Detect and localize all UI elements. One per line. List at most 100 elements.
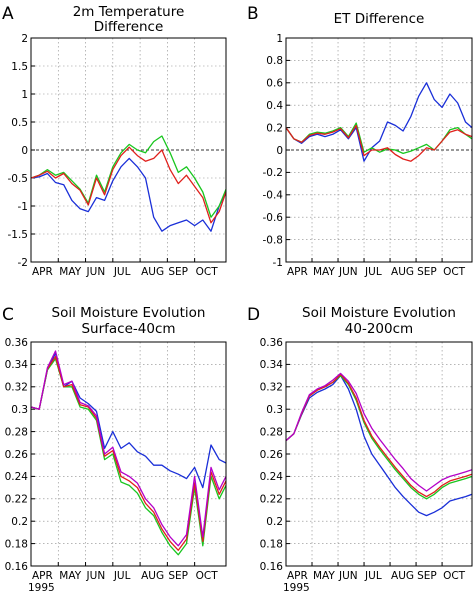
series-line-red	[286, 373, 472, 498]
y-tick-label: 0.28	[260, 426, 283, 438]
panel-b: B ET Difference -1 -0.8 -0.6 -0.4 -0.2 0 0.2 0.4 0…	[247, 4, 473, 278]
x-tick-label: SEP	[168, 266, 188, 278]
y-tick-label: 0.34	[5, 359, 29, 371]
y-tick-label: 0.28	[5, 426, 28, 438]
y-tick-label: 1	[21, 89, 28, 101]
x-tick-label: AUG	[141, 570, 164, 582]
x-tick-label: MAY	[59, 570, 81, 582]
panel-letter: B	[247, 4, 259, 24]
y-tick-label: 0.36	[260, 337, 284, 349]
x-tick-label: MAY	[59, 266, 81, 278]
x-tick-label: APR	[287, 570, 308, 582]
x-tick-label: MAY	[313, 266, 335, 278]
y-tick-label: 0.16	[5, 561, 29, 573]
series-line-magenta	[31, 350, 226, 547]
y-tick-label: 2	[21, 33, 28, 45]
chart-subtitle: Difference	[94, 19, 164, 35]
y-tick-label: 1	[276, 33, 283, 45]
x-tick-label: JUN	[338, 570, 358, 582]
x-tick-label: OCT	[443, 266, 466, 278]
x-tick-label: APR	[32, 266, 53, 278]
plot-frame	[285, 37, 473, 263]
y-tick-label: 0.32	[260, 382, 283, 394]
x-tick-label: AUG	[391, 266, 414, 278]
x-tick-label: AUG	[141, 266, 164, 278]
series-line-blue	[286, 374, 472, 517]
y-tick-label: -0.8	[263, 234, 284, 246]
x-tick-label: JUL	[364, 266, 382, 278]
series-line-red	[31, 146, 226, 224]
y-tick-label: 0.18	[5, 538, 28, 550]
y-tick-label: 0.2	[266, 122, 283, 134]
series-group	[31, 350, 226, 556]
series-line-green	[31, 358, 226, 556]
x-tick-label: JUN	[338, 266, 358, 278]
y-tick-label: 0.4	[266, 100, 283, 112]
x-tick-label: SEP	[168, 570, 188, 582]
y-tick-label: 0.3	[11, 404, 28, 416]
panel-letter: D	[247, 305, 260, 325]
y-tick-label: -0.4	[263, 190, 284, 202]
y-tick-label: 0.6	[266, 78, 283, 90]
year-label: 1995	[28, 582, 55, 594]
y-tick-label: 0.18	[260, 538, 283, 550]
x-tick-label: JUL	[364, 570, 382, 582]
x-tick-label: APR	[32, 570, 53, 582]
x-tick-label: JUN	[86, 266, 106, 278]
y-tick-label: -1	[273, 257, 283, 269]
y-tick-label: 0.24	[5, 471, 29, 483]
y-tick-label: 0.3	[266, 404, 283, 416]
y-tick-label: 0.24	[260, 471, 284, 483]
plot-frame	[30, 341, 227, 567]
chart-subtitle: Surface-40cm	[81, 321, 175, 337]
y-tick-label: 0.36	[5, 337, 29, 349]
y-tick-label: 0.16	[260, 561, 284, 573]
plot-frame	[30, 37, 227, 263]
year-label: 1995	[283, 582, 310, 594]
y-tick-label: 0.2	[11, 516, 28, 528]
series-line-green	[31, 135, 226, 218]
y-tick-label: 0.26	[5, 449, 29, 461]
chart-title: 2m Temperature	[73, 4, 185, 20]
x-tick-label: APR	[287, 266, 308, 278]
y-tick-label: 0.2	[266, 516, 283, 528]
y-tick-label: 0.26	[260, 449, 284, 461]
chart-title: Soil Moisture Evolution	[302, 305, 456, 321]
y-tick-label: 0.8	[266, 55, 283, 67]
series-group	[286, 372, 472, 517]
y-tick-label: 0	[276, 145, 283, 157]
series-line-red	[31, 355, 226, 551]
chart-title: ET Difference	[334, 11, 425, 27]
series-line-blue	[31, 157, 226, 232]
y-tick-label: -1.5	[8, 229, 29, 241]
x-tick-label: JUL	[113, 266, 131, 278]
x-tick-label: JUL	[113, 570, 131, 582]
y-tick-label: -1	[18, 201, 28, 213]
chart-subtitle: 40-200cm	[345, 321, 413, 337]
y-tick-label: -0.2	[263, 167, 284, 179]
y-tick-label: 0.34	[260, 359, 284, 371]
y-tick-label: 0	[21, 145, 28, 157]
x-tick-label: SEP	[417, 570, 437, 582]
series-line-blue	[286, 82, 472, 162]
y-tick-label: -0.6	[263, 212, 284, 224]
y-tick-label: -0.5	[8, 173, 29, 185]
y-tick-label: 0.22	[5, 494, 28, 506]
series-line-red	[286, 124, 472, 162]
x-tick-label: AUG	[391, 570, 414, 582]
y-tick-label: 0.32	[5, 382, 28, 394]
panel-letter: A	[2, 4, 14, 24]
series-group	[31, 135, 226, 232]
x-tick-label: OCT	[196, 266, 219, 278]
x-tick-label: MAY	[313, 570, 335, 582]
x-tick-label: OCT	[443, 570, 466, 582]
y-tick-label: 0.5	[11, 117, 28, 129]
panel-letter: C	[2, 305, 14, 325]
chart-title: Soil Moisture Evolution	[52, 305, 206, 321]
x-tick-label: OCT	[196, 570, 219, 582]
y-tick-label: 0.22	[260, 494, 283, 506]
